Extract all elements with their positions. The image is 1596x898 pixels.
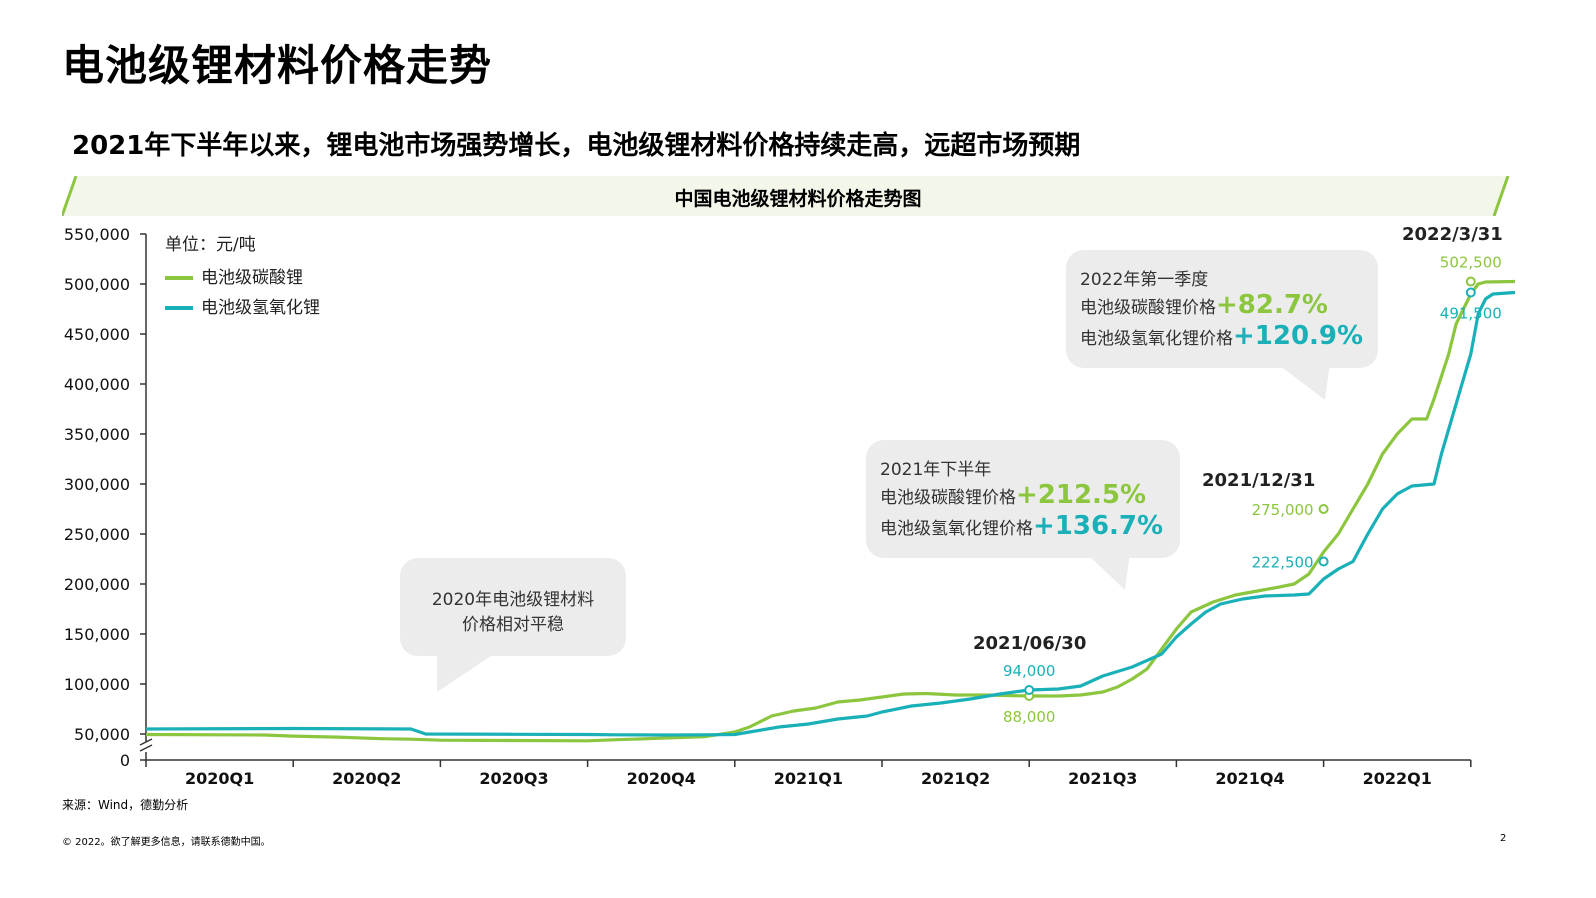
y-tick-label: 500,000 (64, 275, 130, 294)
callout-flat-line1: 2020年电池级锂材料 (431, 590, 595, 610)
data-point-marker (1024, 685, 1035, 695)
chart-banner (62, 176, 1510, 216)
y-tick-label: 350,000 (64, 425, 130, 444)
y-tick-label: 50,000 (74, 725, 130, 744)
data-label: 94,000 (1003, 662, 1056, 680)
y-tick-label: 150,000 (64, 625, 130, 644)
callout-h2-carbonate: 电池级碳酸锂价格+212.5% (880, 480, 1146, 510)
callout-q1-hydroxide-label: 电池级氢氧化锂价格 (1080, 329, 1233, 349)
chart-annotations: 88,000 94,000 275,000 222,500 502,500 491,500 (1003, 254, 1502, 727)
page-subtitle: 2021年下半年以来，锂电池市场强势增长，电池级锂材料价格持续走高，远超市场预期 (72, 131, 1081, 161)
x-tick-label: 2021Q1 (774, 769, 843, 788)
data-point-marker (1318, 556, 1329, 567)
date-marker-2022-03-31: 2022/3/31 (1402, 224, 1503, 245)
data-point-marker (1465, 276, 1476, 287)
copyright-footer: © 2022。欲了解更多信息，请联系德勤中国。 (62, 837, 271, 848)
legend-swatch-hydroxide (165, 306, 193, 310)
y-tick-label: 200,000 (64, 575, 130, 594)
y-tick-label: 300,000 (64, 475, 130, 494)
callout-h2-hydroxide-pct: +136.7% (1033, 511, 1164, 541)
legend-swatch-carbonate (165, 276, 193, 280)
y-tick-label: 550,000 (64, 225, 130, 244)
callout-q1-carbonate-pct: +82.7% (1216, 290, 1328, 320)
callout-q1-title: 2022年第一季度 (1080, 270, 1209, 290)
callout-q1-2022 (1066, 250, 1378, 368)
y-tick-label: 100,000 (64, 675, 130, 694)
x-tick-label: 2022Q1 (1363, 769, 1432, 788)
y-tick-label: 450,000 (64, 325, 130, 344)
callout-h2-hydroxide-label: 电池级氢氧化锂价格 (880, 519, 1033, 539)
x-tick-label: 2021Q4 (1215, 769, 1284, 788)
page-title: 电池级锂材料价格走势 (62, 41, 493, 90)
x-tick-label: 2020Q4 (627, 769, 696, 788)
callout-q1-carbonate-label: 电池级碳酸锂价格 (1080, 298, 1216, 318)
chart-title: 中国电池级锂材料价格走势图 (674, 188, 922, 210)
callout-flat (400, 558, 626, 656)
data-label: 502,500 (1440, 254, 1502, 272)
data-point-marker (1465, 287, 1476, 298)
series-line-hydroxide (145, 290, 1516, 737)
y-tick-label: 400,000 (64, 375, 130, 394)
legend-item-carbonate: 电池级碳酸锂 (165, 263, 303, 288)
date-marker-2021-12-31: 2021/12/31 (1202, 470, 1316, 491)
x-tick-label: 2020Q1 (185, 769, 254, 788)
chart-series (145, 279, 1516, 743)
x-tick-label: 2020Q2 (332, 769, 401, 788)
legend-item-hydroxide: 电池级氢氧化锂 (165, 293, 320, 318)
data-point-marker (1318, 504, 1329, 514)
data-label: 88,000 (1003, 708, 1056, 726)
legend-label-carbonate: 电池级碳酸锂 (201, 268, 303, 288)
callout-h2-hydroxide: 电池级氢氧化锂价格+136.7% (880, 511, 1163, 541)
data-label: 275,000 (1252, 501, 1314, 519)
source-note: 来源：Wind，德勤分析 (62, 798, 189, 812)
date-marker-2021-06-30: 2021/06/30 (973, 633, 1087, 654)
chart-axes: 0 50,000 100,000 150,000 200,000 250,000 300,0… (64, 225, 1472, 788)
callout-h2-title: 2021年下半年 (880, 460, 992, 480)
callout-h2-carbonate-label: 电池级碳酸锂价格 (880, 488, 1016, 508)
x-tick-label: 2020Q3 (479, 769, 548, 788)
callout-q1-hydroxide: 电池级氢氧化锂价格+120.9% (1080, 321, 1363, 351)
legend-label-hydroxide: 电池级氢氧化锂 (201, 298, 320, 318)
data-label: 491,500 (1440, 305, 1502, 323)
x-tick-label: 2021Q2 (921, 769, 990, 788)
series-line-carbonate (145, 279, 1516, 743)
callout-h2-2021 (866, 440, 1180, 558)
callout-h2-carbonate-pct: +212.5% (1016, 480, 1147, 510)
page-number: 2 (1500, 833, 1507, 844)
y-axis-break (139, 738, 153, 752)
callout-flat-line2: 价格相对平稳 (462, 615, 564, 635)
callout-q1-carbonate: 电池级碳酸锂价格+82.7% (1080, 290, 1328, 320)
y-tick-label: 250,000 (64, 525, 130, 544)
x-tick-label: 2021Q3 (1068, 769, 1137, 788)
legend-unit: 单位：元/吨 (165, 235, 256, 255)
callout-q1-hydroxide-pct: +120.9% (1233, 321, 1364, 351)
y-tick-label: 0 (120, 751, 130, 770)
data-label: 222,500 (1252, 554, 1314, 572)
